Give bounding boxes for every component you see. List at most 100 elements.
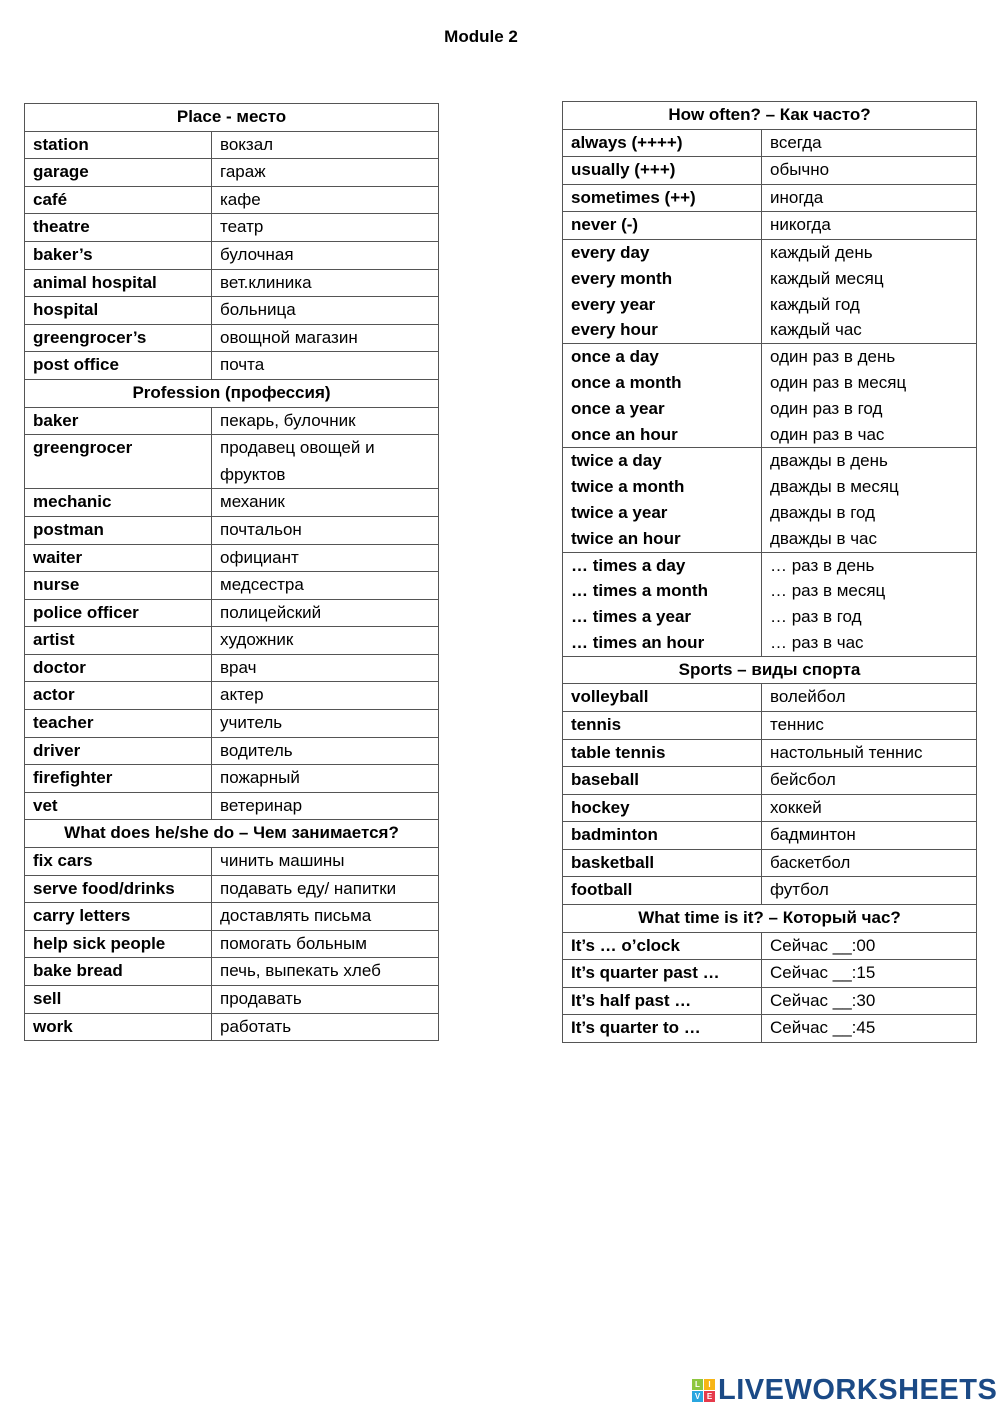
table-row: usually (+++) обычно: [563, 156, 976, 184]
russian-translation-cell: овощной магазин: [212, 325, 438, 352]
english-term: firefighter: [33, 768, 113, 788]
russian-translation: почта: [220, 355, 265, 375]
russian-translation: никогда: [770, 215, 831, 235]
russian-translation-cell: волейбол: [762, 684, 976, 711]
english-term-cell: work: [25, 1013, 212, 1041]
table-row: station вокзал: [25, 130, 438, 159]
english-term: once a month: [571, 372, 682, 392]
english-term-cell: hospital: [25, 297, 212, 324]
english-term-cell: … times a day … times a month … times a ye…: [563, 552, 762, 656]
russian-translation: дважды в час: [770, 528, 878, 548]
english-term-cell: baker: [25, 407, 212, 435]
russian-translation-cell: доставлять письма: [212, 903, 438, 930]
english-term: baseball: [571, 770, 640, 790]
table-row: mechanic механик: [25, 488, 438, 516]
english-term: sell: [33, 989, 62, 1008]
table-row: … times a day … times a month … times a ye…: [563, 551, 976, 656]
russian-translation: настольный теннис: [770, 742, 923, 762]
russian-translation: … раз в час: [770, 632, 864, 652]
russian-translation: каждый день: [770, 242, 873, 262]
english-term-cell: mechanic: [25, 489, 212, 516]
russian-translation-cell: механик: [212, 489, 438, 516]
table-row: every day every month every year every hour…: [563, 238, 976, 344]
russian-translation: водитель: [220, 740, 293, 760]
english-term: It’s … o’clock: [571, 935, 680, 955]
english-term-cell: doctor: [25, 654, 212, 682]
english-term-cell: every day every month every year every hour: [563, 239, 762, 344]
english-term: every month: [571, 268, 673, 288]
russian-translation: пекарь, булочник: [220, 410, 356, 430]
english-term: sometimes (++): [571, 187, 696, 207]
russian-translation-cell: пожарный: [212, 765, 438, 792]
english-term: garage: [33, 162, 89, 182]
table-row: volleyball волейбол: [563, 683, 976, 711]
russian-translation: Сейчас __:30: [770, 990, 876, 1010]
russian-translation-cell: настольный теннис: [762, 740, 976, 767]
english-term-cell: fix cars: [25, 848, 212, 875]
table-row: doctor врач: [25, 653, 438, 682]
table-row: firefighter пожарный: [25, 764, 438, 792]
table-row: hospital больница: [25, 296, 438, 324]
english-term: … times a year: [571, 607, 692, 627]
russian-translation-cell: продавать: [212, 986, 438, 1013]
english-term-cell: hockey: [563, 794, 762, 822]
english-term: serve food/drinks: [33, 878, 175, 898]
english-term-cell: station: [25, 131, 212, 159]
english-term-cell: help sick people: [25, 930, 212, 958]
russian-translation: иногда: [770, 187, 824, 207]
english-term: every day: [571, 242, 650, 262]
russian-translation: баскетбол: [770, 852, 851, 872]
russian-translation: больница: [220, 300, 296, 320]
english-term: tennis: [571, 714, 622, 734]
russian-translation-cell: медсестра: [212, 572, 438, 599]
english-term-cell: baseball: [563, 767, 762, 794]
table-row: nurse медсестра: [25, 571, 438, 599]
english-term: post office: [33, 355, 119, 375]
english-term-cell: driver: [25, 737, 212, 765]
russian-translation: гараж: [220, 162, 266, 182]
russian-translation: овощной магазин: [220, 327, 358, 347]
english-term: usually (+++): [571, 160, 676, 180]
russian-translation: каждый месяц: [770, 268, 884, 288]
english-term: teacher: [33, 713, 94, 733]
english-term: police officer: [33, 602, 139, 622]
russian-translation-cell: учитель: [212, 710, 438, 737]
russian-translation-cell: баскетбол: [762, 850, 976, 877]
logo-text: LIVEWORKSHEETS: [718, 1374, 998, 1406]
russian-translation-cell: актер: [212, 682, 438, 709]
table-row: always (++++) всегда: [563, 128, 976, 157]
english-term: volleyball: [571, 687, 649, 707]
russian-translation: каждый год: [770, 294, 860, 314]
english-term-cell: post office: [25, 352, 212, 379]
english-term: baker: [33, 410, 79, 430]
table-row: basketball баскетбол: [563, 848, 976, 877]
document-title: Module 2: [444, 27, 518, 46]
russian-translation: фруктов: [220, 464, 286, 484]
english-term-cell: greengrocer: [25, 435, 212, 489]
english-term-cell: carry letters: [25, 903, 212, 930]
russian-translation-cell: Сейчас __:15: [762, 960, 976, 987]
english-term-cell: police officer: [25, 599, 212, 627]
russian-translation-cell: почта: [212, 352, 438, 379]
english-term: once a day: [571, 347, 659, 367]
english-term-cell: greengrocer’s: [25, 324, 212, 352]
russian-translation-cell: врач: [212, 655, 438, 682]
russian-translation-cell: официант: [212, 545, 438, 572]
english-term: waiter: [33, 547, 83, 567]
russian-translation-cell: Сейчас __:45: [762, 1015, 976, 1042]
russian-translation-cell: хоккей: [762, 795, 976, 822]
english-term: once an hour: [571, 424, 678, 444]
russian-translation: продавец овощей и: [220, 438, 375, 458]
english-term: … times an hour: [571, 632, 705, 652]
russian-translation: дважды в день: [770, 451, 888, 471]
english-term-cell: tennis: [563, 711, 762, 739]
english-term-cell: teacher: [25, 710, 212, 737]
english-term-cell: firefighter: [25, 765, 212, 792]
russian-translation-cell: работать: [212, 1014, 438, 1041]
section-header: How often? – Как часто?: [668, 105, 871, 124]
english-term: help sick people: [33, 933, 166, 953]
russian-translation: подавать еду/ напитки: [220, 878, 397, 898]
english-term: driver: [33, 740, 81, 760]
russian-translation-cell: булочная: [212, 242, 438, 269]
